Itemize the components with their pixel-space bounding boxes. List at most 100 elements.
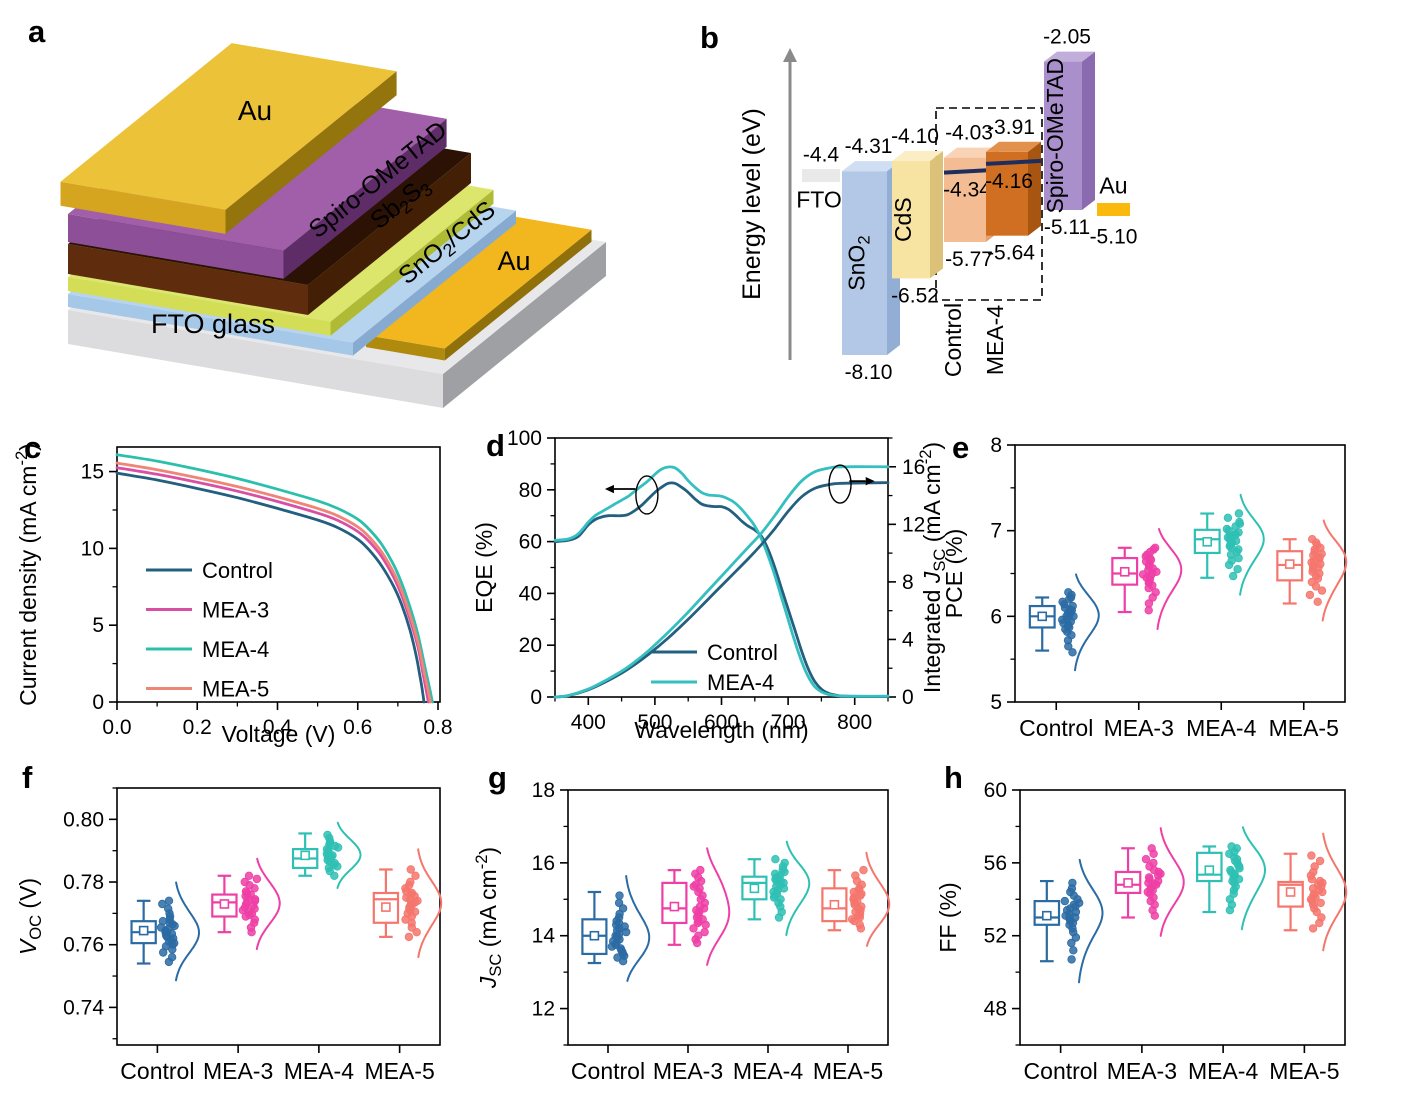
y-tick-label: 5 — [990, 691, 1002, 714]
y-axis-label: EQE (%) — [471, 522, 497, 613]
violin-curve — [336, 821, 362, 889]
category-label: MEA-4 — [733, 1058, 804, 1084]
x-tick-label: 700 — [771, 711, 806, 734]
x-axis-label: Voltage (V) — [222, 721, 336, 747]
data-point — [1064, 588, 1073, 597]
data-point — [1234, 509, 1244, 518]
data-point — [1305, 590, 1315, 600]
data-point — [1317, 913, 1326, 922]
violin-curve — [1159, 827, 1185, 937]
x-tick-label: 0.8 — [423, 716, 452, 739]
y-tick-label: 100 — [507, 427, 542, 450]
data-point — [859, 865, 868, 875]
legend-label: MEA-5 — [202, 677, 269, 702]
box-group-mea-4 — [291, 821, 362, 889]
category-label: MEA-3 — [1107, 1058, 1177, 1084]
y-tick-label: 8 — [902, 571, 914, 594]
eqe-integrated-jsc-chart: 400 500 600 700 800 0 20 40 60 80 100 0 4 8 12 16 Wavele… — [471, 427, 949, 743]
data-point — [164, 896, 174, 905]
plot-frame — [116, 446, 441, 703]
y-tick-label: 48 — [984, 998, 1007, 1021]
category-label: MEA-4 — [1186, 715, 1257, 741]
mean-marker — [1285, 887, 1296, 897]
data-point — [696, 865, 705, 875]
cbm-value: -4.03 — [945, 122, 993, 145]
data-point — [1234, 545, 1243, 554]
data-point — [1223, 513, 1233, 522]
data-point — [158, 916, 168, 926]
data-point — [615, 891, 624, 900]
data-point — [1067, 938, 1076, 948]
box-group-control — [130, 881, 201, 982]
data-point — [252, 874, 262, 884]
data-point — [1144, 873, 1154, 882]
vbm-value: -5.11 — [1044, 216, 1090, 239]
category-label: MEA-5 — [364, 1058, 434, 1084]
fermi-value: -4.16 — [985, 170, 1033, 193]
panel-b-energy-level-diagram: b Energy level (eV) -4.4 FTO -4.31 -8.10 SnO2… — [690, 8, 1410, 428]
box-group-mea-5 — [1276, 519, 1348, 622]
data-point — [614, 898, 624, 908]
energy-diagram: Energy level (eV) -4.4FTO-4.31-8.10SnO2-4… — [738, 26, 1137, 384]
x-tick-label: 500 — [637, 711, 672, 734]
category-label: Control — [571, 1058, 645, 1084]
data-point — [1141, 854, 1151, 864]
band-front — [892, 161, 930, 279]
box-group-mea-3 — [1114, 827, 1185, 937]
data-point — [323, 830, 332, 840]
y-axis-label-right: Integrated JSC (mA cm-2) — [916, 442, 949, 693]
data-point — [1308, 534, 1317, 544]
x-tick-label: 600 — [704, 711, 739, 734]
energy-bar-cds: -4.10 -6.52 CdS — [890, 125, 943, 307]
layer-label-au-top: Au — [238, 95, 272, 126]
mean-marker — [589, 930, 600, 941]
panel-letter-f: f — [22, 760, 33, 795]
panel-letter-c: c — [24, 430, 42, 465]
y-tick-label: 80 — [519, 479, 542, 502]
data-point — [1150, 543, 1160, 552]
x-tick-label: 800 — [837, 711, 872, 734]
mean-marker — [1037, 611, 1048, 622]
y-tick-label: 16 — [532, 852, 555, 875]
y-tick-label: 4 — [902, 628, 914, 651]
y-tick-label: 0 — [92, 691, 104, 714]
layer-label-fto-glass: FTO glass — [151, 309, 275, 339]
electrode-label: Au — [1099, 173, 1127, 199]
vbm-value: -6.52 — [891, 284, 939, 307]
jsc-box-chart: 12 14 16 18 JSC (mA cm-2) Control MEA-3 MEA-4 ME… — [472, 779, 891, 1084]
series-mea-4 — [115, 453, 434, 704]
layer-au-electrode-strip — [366, 216, 592, 361]
panel-letter-g: g — [488, 760, 507, 795]
x-tick-label: 400 — [571, 711, 606, 734]
box-group-mea-4 — [1196, 826, 1267, 931]
chart-g: 12 14 16 18 JSC (mA cm-2) Control MEA-3 MEA-4 ME… — [472, 779, 891, 1084]
cbm-value: -4.10 — [891, 125, 939, 148]
bar-label: SnO2 — [844, 235, 874, 290]
panel-letter-a: a — [28, 14, 46, 49]
y-tick-label: 60 — [519, 531, 542, 554]
mean-marker — [669, 901, 680, 912]
panel-letter-e: e — [952, 430, 970, 465]
data-point — [1069, 946, 1078, 955]
panel-letter-d: d — [486, 428, 505, 463]
panel-letter-h: h — [944, 760, 963, 795]
data-point — [1227, 842, 1236, 851]
panel-d-eqe-chart: d 400 500 600 700 800 0 20 40 60 80 100 0 4 8 12 16 Wave… — [468, 427, 968, 760]
box-group-mea-5 — [821, 851, 891, 947]
energy-axis-label: Energy level (eV) — [738, 108, 766, 300]
mean-marker — [1204, 865, 1215, 875]
bar-label: MEA-4 — [982, 305, 1008, 376]
legend-label: MEA-4 — [707, 670, 774, 695]
series-mea-3 — [115, 466, 430, 704]
box — [372, 891, 400, 924]
panel-f-voc-boxplot: f 0.74 0.76 0.78 0.80 VOC (V) Control MEA-3 MEA… — [10, 760, 470, 1106]
panel-c-jv-chart: c 0.0 0.2 0.4 0.6 0.8 0 5 10 15 Voltage (V) Curren… — [10, 430, 470, 760]
layer-label-au-electrode-strip: Au — [497, 246, 530, 276]
violin-curve — [175, 881, 201, 982]
mean-marker — [1042, 910, 1052, 921]
legend-label: Control — [707, 640, 778, 665]
plot-frame — [1019, 789, 1346, 1046]
plot-frame — [567, 789, 889, 1046]
violin-curve — [865, 851, 891, 947]
